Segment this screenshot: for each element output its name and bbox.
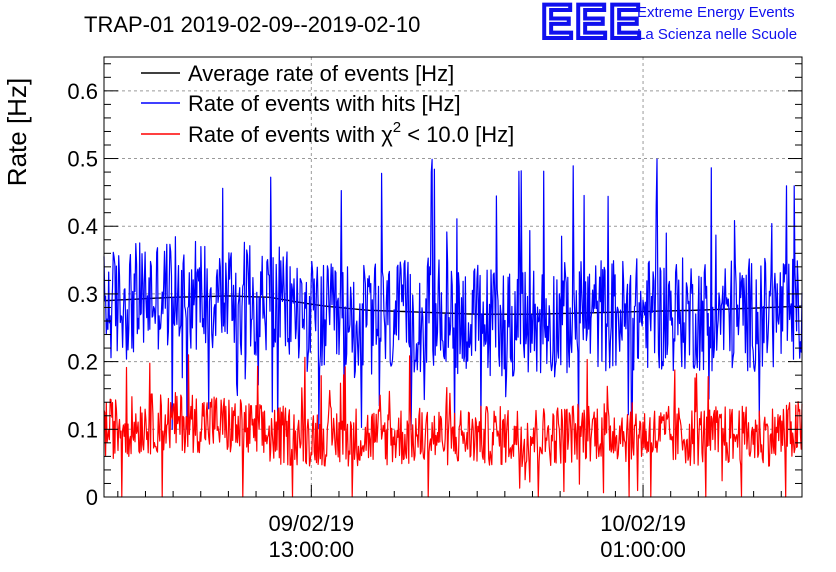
y-tick-label: 0.5 [67, 147, 98, 172]
eee-logo-mark: EEE [541, 0, 643, 49]
eee-logo-line2: La Scienza nelle Scuole [637, 26, 797, 43]
y-tick-label: 0.1 [67, 417, 98, 442]
chart-title: TRAP-01 2019-02-09--2019-02-10 [84, 12, 420, 37]
legend-entry-label: Rate of events with χ2 < 10.0 [Hz] [188, 119, 514, 147]
y-tick-label: 0.6 [67, 79, 98, 104]
x-tick-time-label: 01:00:00 [600, 537, 686, 562]
legend-entry-label: Average rate of events [Hz] [188, 61, 454, 86]
y-tick-label: 0 [86, 485, 98, 510]
y-tick-label: 0.2 [67, 350, 98, 375]
y-axis-label: Rate [Hz] [2, 78, 32, 186]
x-tick-date-label: 10/02/19 [600, 511, 686, 536]
chi2-rate-line [103, 354, 803, 498]
eee-logo-line1: Extreme Energy Events [637, 4, 795, 21]
x-tick-time-label: 13:00:00 [269, 537, 355, 562]
legend: Average rate of events [Hz] Rate of event… [141, 61, 514, 147]
legend-entry-label: Rate of events with hits [Hz] [188, 91, 461, 116]
eee-logo: EEE Extreme Energy Events La Scienza nel… [539, 0, 797, 51]
y-tick-label: 0.4 [67, 214, 98, 239]
x-tick-date-label: 09/02/19 [269, 511, 355, 536]
plot-frame [103, 56, 803, 498]
data-series [103, 158, 803, 498]
y-tick-label: 0.3 [67, 282, 98, 307]
hits-rate-line [103, 158, 803, 430]
